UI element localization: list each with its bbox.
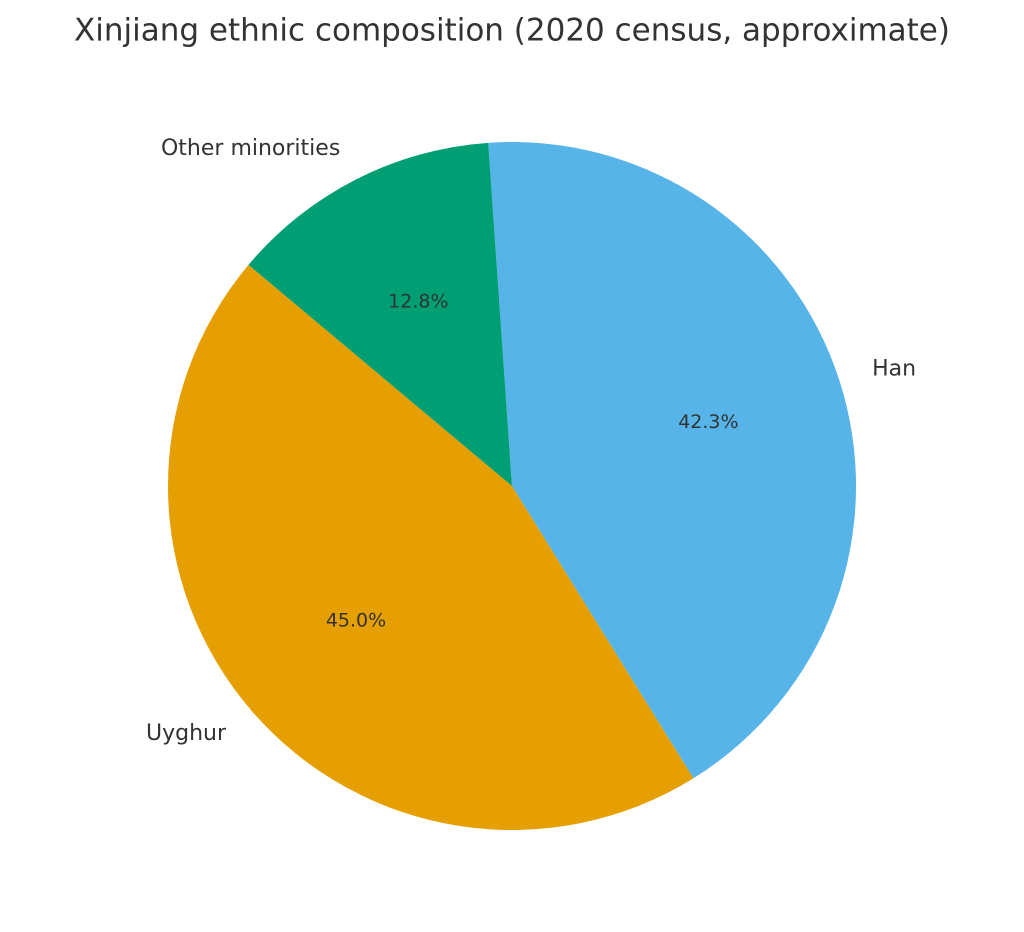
slice-value-label: 42.3% [678,411,738,433]
slice-label: Other minorities [161,136,340,161]
slice-value-label: 45.0% [326,610,386,632]
slice-label: Han [872,357,916,382]
pie-slice [488,142,856,779]
chart-title: Xinjiang ethnic composition (2020 census… [74,13,950,49]
pie-slice [168,264,694,830]
slice-label: Uyghur [146,721,227,746]
slice-value-label: 12.8% [388,291,448,313]
pie-slice [248,142,512,487]
